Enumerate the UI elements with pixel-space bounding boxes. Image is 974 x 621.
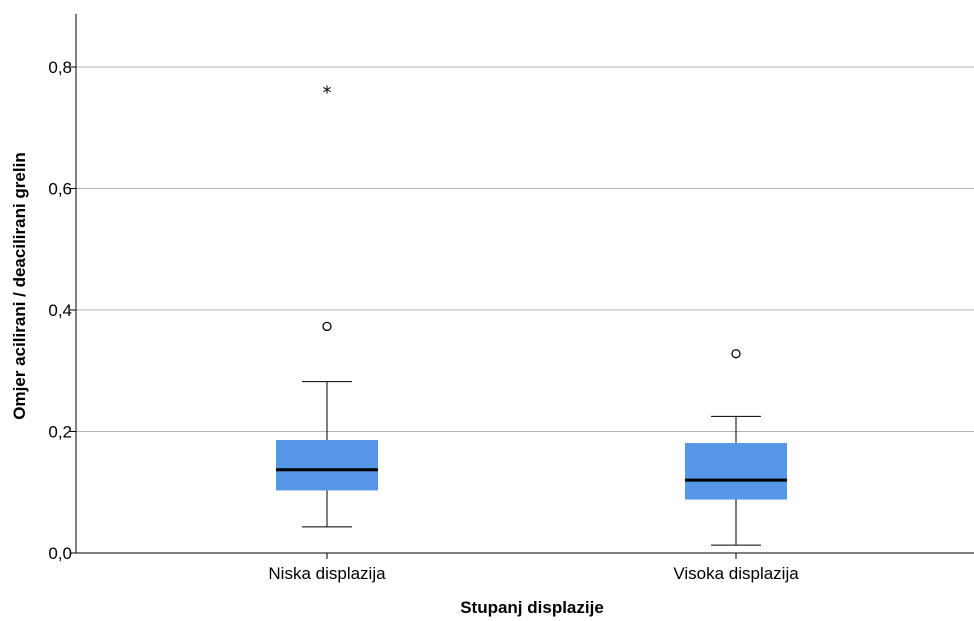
x-category-label: Niska displazija: [268, 564, 386, 583]
iqr-box: [685, 443, 787, 500]
box-layer: *: [276, 82, 787, 559]
y-tick-label: 0,8: [48, 58, 72, 77]
label-layer: 0,0 0,2 0,4 0,6 0,8 Niska displazija Visoka di…: [48, 58, 799, 583]
x-category-label: Visoka displazija: [673, 564, 799, 583]
iqr-box: [276, 440, 378, 491]
box-group: [685, 349, 787, 559]
extreme-point: *: [323, 82, 332, 103]
y-tick-label: 0,2: [48, 423, 72, 442]
y-axis-title: Omjer acilirani / deacilirani grelin: [10, 152, 29, 419]
y-tick-label: 0,6: [48, 180, 72, 199]
box-group: *: [276, 82, 378, 559]
outlier-point: [322, 321, 332, 332]
y-tick-label: 0,4: [48, 301, 72, 320]
x-axis-title: Stupanj displazije: [460, 598, 604, 617]
outlier-point: [731, 349, 741, 359]
y-tick-label: 0,0: [48, 544, 72, 563]
grid-layer: [70, 66, 974, 554]
axis-layer: [75, 14, 974, 554]
